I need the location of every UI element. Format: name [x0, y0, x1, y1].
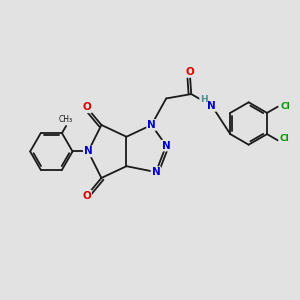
Text: O: O: [82, 190, 91, 201]
Text: N: N: [162, 141, 171, 151]
Text: O: O: [185, 67, 194, 77]
Text: O: O: [82, 102, 91, 112]
Text: H: H: [200, 95, 207, 104]
Text: CH₃: CH₃: [59, 115, 73, 124]
Text: Cl: Cl: [279, 134, 289, 143]
Text: N: N: [147, 120, 156, 130]
Text: N: N: [84, 146, 92, 157]
Text: N: N: [208, 101, 216, 111]
Text: Cl: Cl: [280, 102, 290, 111]
Text: N: N: [152, 167, 160, 177]
